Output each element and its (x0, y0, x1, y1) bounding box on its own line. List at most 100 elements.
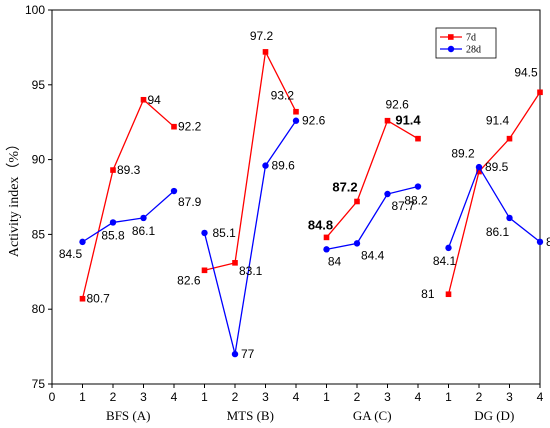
data-point-7d (262, 49, 269, 55)
y-tick-label: 90 (32, 153, 46, 167)
y-tick-label: 95 (32, 78, 46, 92)
data-point-28d (475, 163, 483, 171)
data-label-7d: 94.5 (514, 65, 538, 79)
data-point-7d (445, 291, 452, 298)
x-tick-label: 2 (354, 390, 361, 404)
x-tick-label: 0 (49, 390, 56, 404)
series-line-28d-2 (203, 120, 297, 355)
legend-label-28d: 28d (466, 45, 481, 56)
x-tick-label: 2 (476, 390, 483, 404)
x-tick-label: 4 (293, 390, 300, 404)
data-label-7d: 91.4 (486, 114, 510, 128)
x-tick-label: 3 (384, 390, 391, 404)
data-point-28d (170, 187, 178, 195)
data-label-28d: 77 (241, 347, 255, 361)
group-label: MTS (B) (227, 408, 274, 423)
data-point-7d (384, 117, 391, 124)
data-labels: 80.7 89.3 94 92.2 82.6 83.1 97.2 93.2 84.8 87.2 92… (59, 29, 550, 361)
series-line-28d-4 (447, 165, 541, 249)
data-point-7d (171, 123, 177, 130)
data-point-28d (536, 238, 544, 246)
data-label-28d: 87.7 (392, 199, 416, 213)
data-label-7d: 81 (421, 287, 435, 301)
x-tick-label: 3 (140, 390, 147, 404)
group-label: DG (D) (474, 408, 514, 423)
data-point-7d (323, 234, 330, 241)
data-point-28d (445, 244, 452, 252)
series-line-7d-2 (204, 49, 297, 271)
data-label-28d: 84 (328, 254, 342, 268)
x-tick-label: 4 (415, 390, 422, 404)
data-point-28d (506, 214, 513, 222)
data-label-7d: 97.2 (250, 29, 274, 43)
series-line-28d-3 (326, 185, 419, 250)
x-tick-label: 4 (171, 390, 178, 404)
data-label-7d: 89.2 (451, 147, 475, 161)
data-label-7d: 84.8 (308, 217, 333, 232)
y-tick-label: 100 (25, 3, 45, 17)
data-point-28d (292, 117, 300, 124)
data-point-7d (354, 198, 360, 205)
data-label-7d: 92.2 (178, 120, 202, 134)
data-point-7d (537, 89, 543, 96)
y-tick-label: 75 (32, 377, 46, 391)
y-tick-label: 85 (32, 227, 46, 241)
series-line-7d-3 (326, 119, 419, 238)
x-tick-label: 2 (232, 390, 239, 404)
data-point-28d (231, 350, 239, 358)
data-point-7d (201, 267, 208, 274)
data-point-7d (140, 96, 147, 103)
data-label-7d: 92.6 (386, 98, 410, 112)
group-label: BFS (A) (106, 408, 150, 423)
legend-box (435, 27, 497, 59)
data-label-28d: 84.5 (546, 235, 550, 249)
data-point-28d (323, 246, 330, 253)
data-label-28d: 86.1 (486, 225, 510, 239)
x-tick-label: 1 (445, 390, 452, 404)
data-label-28d: 89.6 (272, 159, 296, 173)
x-tick-label: 3 (262, 390, 269, 404)
legend-marker-7d (448, 34, 454, 40)
plot-frame (51, 9, 541, 385)
x-tick-label: 1 (323, 390, 330, 404)
data-point-28d (79, 238, 86, 246)
data-point-28d (353, 240, 361, 247)
data-label-28d: 85.1 (213, 226, 237, 240)
series-layer (79, 49, 544, 358)
data-point-7d (506, 135, 513, 142)
x-tick-label: 2 (110, 390, 117, 404)
x-tick-label: 1 (79, 390, 86, 404)
data-label-7d: 91.4 (395, 113, 421, 128)
data-label-28d: 88.2 (404, 194, 428, 208)
x-tick-label: 3 (506, 390, 513, 404)
data-label-7d: 89.3 (117, 163, 141, 177)
legend-marker-28d (447, 45, 455, 53)
data-label-28d: 92.6 (302, 114, 326, 128)
y-tick-label: 80 (32, 302, 46, 316)
data-point-28d (109, 219, 117, 226)
data-label-7d: 82.6 (177, 273, 201, 287)
data-label-28d: 86.1 (132, 224, 156, 238)
data-label-7d: 83.1 (239, 264, 263, 278)
legend-label-7d: 7d (466, 33, 476, 44)
data-label-7d: 87.2 (332, 179, 357, 194)
data-point-28d (201, 229, 208, 237)
series-line-7d-1 (81, 98, 175, 299)
data-label-28d: 85.8 (101, 228, 125, 242)
data-point-28d (414, 183, 422, 190)
data-point-28d (384, 190, 391, 198)
axes: 75 80 85 90 95 100 0 1 2 3 4 1 2 3 4 1 2 3 4 1 2 3 4 BFS (A) MTS… (6, 3, 544, 423)
series-line-7d-4 (447, 91, 541, 295)
data-point-7d (293, 108, 299, 115)
data-label-7d: 94 (148, 93, 162, 107)
data-label-28d: 87.9 (178, 195, 202, 209)
series-line-28d-1 (82, 190, 175, 243)
x-tick-label: 1 (201, 390, 208, 404)
data-label-7d: 93.2 (271, 89, 295, 103)
data-point-7d (110, 167, 116, 173)
data-point-28d (262, 162, 269, 169)
data-point-7d (476, 168, 482, 175)
group-label: GA (C) (353, 408, 392, 423)
data-point-28d (140, 214, 147, 222)
